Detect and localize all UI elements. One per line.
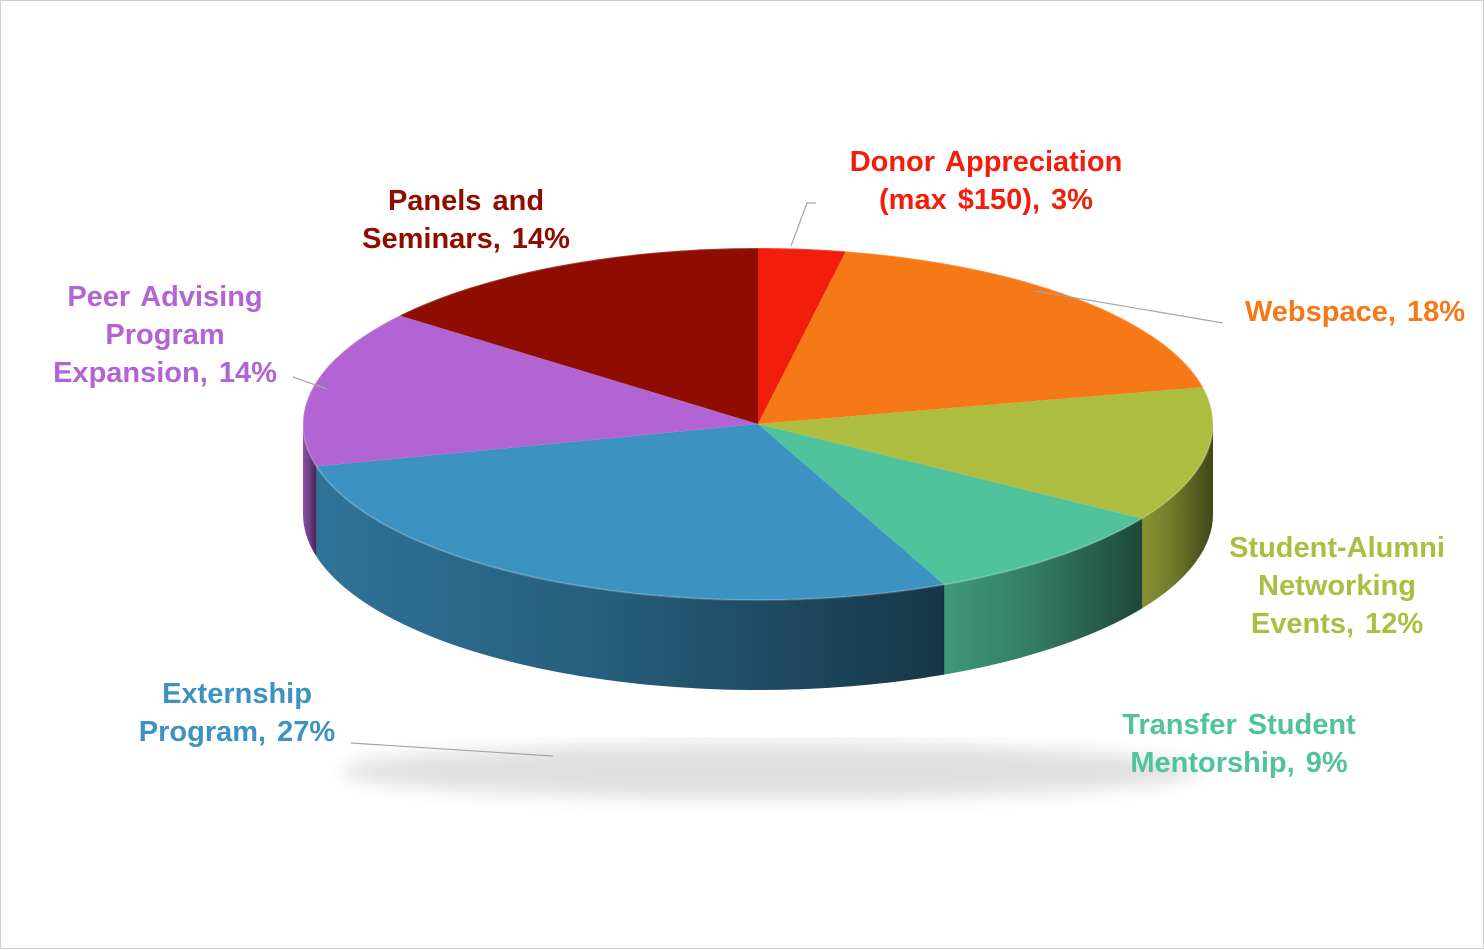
slice-student-alumni-networking-events xyxy=(758,387,1213,519)
slice-webspace xyxy=(758,251,1203,424)
slice-externship-program xyxy=(316,424,944,601)
pie-top-slices xyxy=(302,247,1214,601)
label-student-alumni: Student-Alumni Networking Events, 12% xyxy=(1229,532,1445,640)
side-wall-shade-peer-advising-program-expansion xyxy=(303,424,317,557)
slice-panels-and-seminars xyxy=(399,248,758,424)
leader-line-donor-appreciation-max-150 xyxy=(790,202,816,247)
leader-line-peer-advising-program-expansion xyxy=(292,376,328,390)
leader-lines xyxy=(292,202,1224,757)
slice-peer-advising-program-expansion xyxy=(303,315,758,467)
side-wall-shade-student-alumni-networking-events xyxy=(1141,424,1213,609)
slice-donor-appreciation-max-150 xyxy=(758,248,846,424)
label-donor-appreciation: Donor Appreciation (max $150), 3% xyxy=(849,146,1123,216)
label-panels-seminars: Panels and Seminars, 14% xyxy=(362,185,570,255)
pie-shadow xyxy=(341,743,1201,799)
side-wall-shade-transfer-student-mentorship xyxy=(943,518,1142,675)
leader-line-webspace xyxy=(1034,290,1224,324)
label-externship: Externship Program, 27% xyxy=(138,678,336,748)
label-webspace: Webspace, 18% xyxy=(1244,296,1466,328)
side-wall-shade-externship-program xyxy=(316,466,944,691)
leader-line-externship-program xyxy=(350,742,554,757)
pie-rim xyxy=(302,247,1214,601)
slice-transfer-student-mentorship xyxy=(758,424,1142,585)
label-peer-advising: Peer Advising Program Expansion, 14% xyxy=(53,281,277,389)
label-transfer-student: Transfer Student Mentorship, 9% xyxy=(1122,709,1356,779)
pie-side-walls xyxy=(303,424,1213,691)
